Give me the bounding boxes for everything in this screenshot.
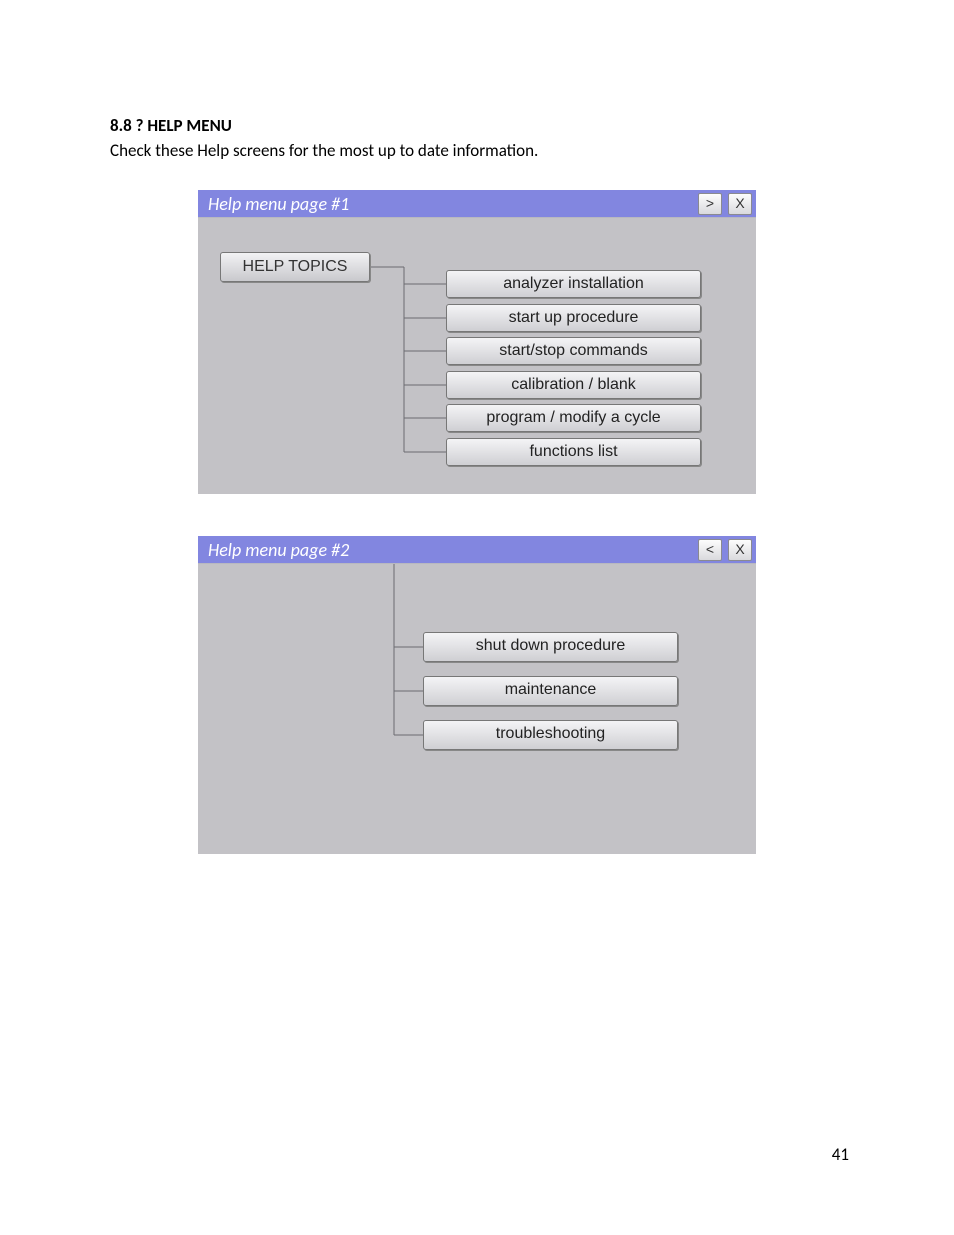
close-button[interactable]: X: [728, 193, 752, 215]
help-topic-button[interactable]: program / modify a cycle: [446, 404, 701, 432]
help-topic-button[interactable]: start up procedure: [446, 304, 701, 332]
help-panel-1: Help menu page #1 > X HELP TOPICS analyz…: [197, 189, 757, 495]
section-intro: Check these Help screens for the most up…: [110, 140, 844, 161]
help-topic-button[interactable]: start/stop commands: [446, 337, 701, 365]
section-heading: 8.8 ? HELP MENU: [110, 115, 844, 136]
panel1-body: HELP TOPICS analyzer installation start u…: [198, 218, 756, 474]
help-topic-button[interactable]: functions list: [446, 438, 701, 466]
panel2-title: Help menu page #2: [208, 539, 692, 561]
panel2-body: shut down procedure maintenance troublesho…: [198, 564, 756, 834]
help-topic-button[interactable]: maintenance: [423, 676, 678, 706]
close-button[interactable]: X: [728, 539, 752, 561]
panel2-header: Help menu page #2 < X: [198, 536, 756, 564]
next-page-button[interactable]: >: [698, 193, 722, 215]
help-topic-button[interactable]: analyzer installation: [446, 270, 701, 298]
help-topics-root-button[interactable]: HELP TOPICS: [220, 252, 370, 282]
help-topic-button[interactable]: calibration / blank: [446, 371, 701, 399]
panel1-header: Help menu page #1 > X: [198, 190, 756, 218]
help-panel-2: Help menu page #2 < X shut down procedur…: [197, 535, 757, 855]
page-number: 41: [832, 1144, 849, 1165]
help-topic-button[interactable]: troubleshooting: [423, 720, 678, 750]
prev-page-button[interactable]: <: [698, 539, 722, 561]
help-topic-button[interactable]: shut down procedure: [423, 632, 678, 662]
panel1-title: Help menu page #1: [208, 193, 692, 215]
